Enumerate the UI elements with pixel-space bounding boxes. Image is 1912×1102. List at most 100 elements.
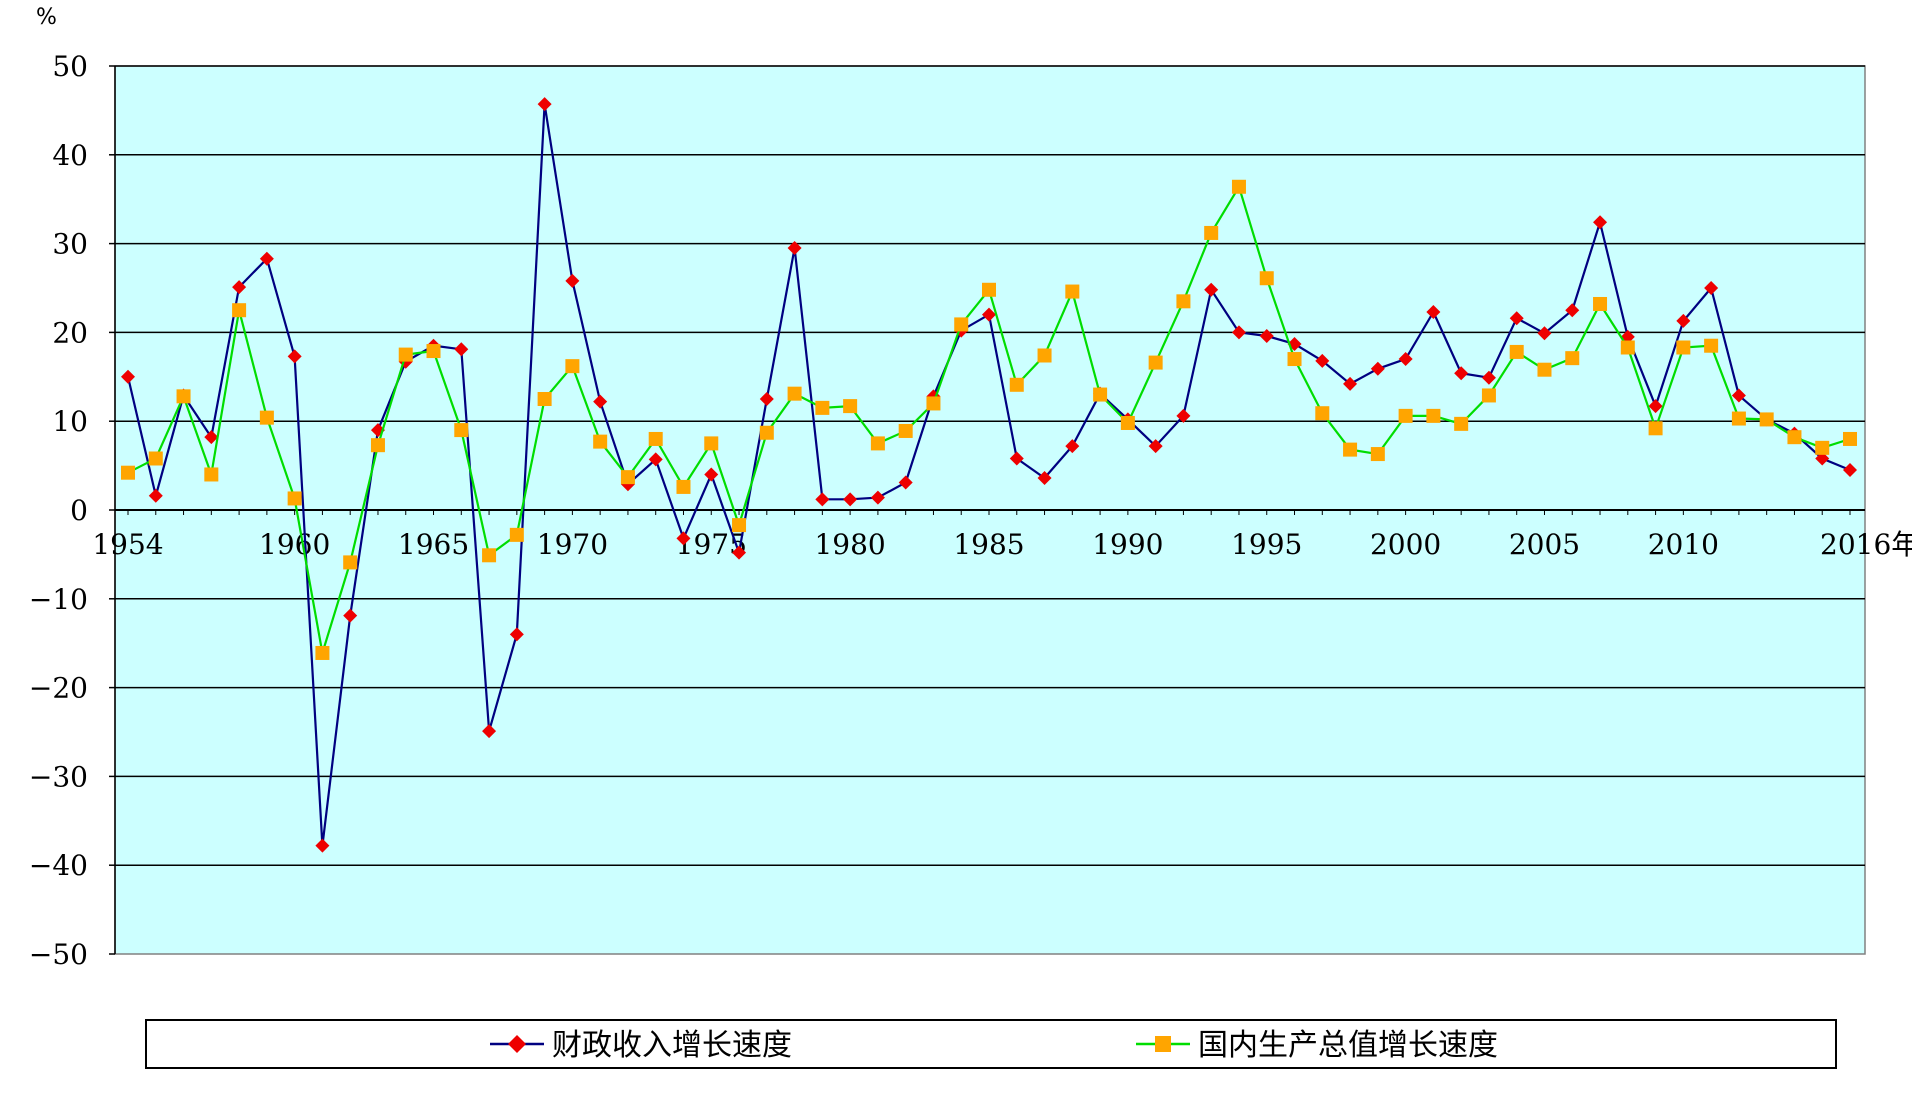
- y-tick-label: 50: [52, 50, 88, 83]
- data-point-revenue: [1648, 399, 1663, 414]
- data-point-gdp: [121, 465, 135, 480]
- data-point-revenue: [1065, 439, 1080, 454]
- data-point-revenue: [315, 838, 330, 853]
- data-point-gdp: [1093, 387, 1108, 402]
- data-point-revenue: [232, 280, 247, 295]
- y-tick-label: −50: [29, 938, 88, 971]
- data-point-gdp: [1759, 412, 1774, 427]
- legend-marker-revenue: [508, 1035, 526, 1053]
- data-point-gdp: [620, 470, 635, 485]
- data-point-gdp: [759, 425, 774, 440]
- data-point-gdp: [287, 491, 302, 506]
- data-point-gdp: [898, 423, 913, 438]
- legend: 财政收入增长速度 国内生产总值增长速度: [145, 1019, 1837, 1069]
- data-point-gdp: [1426, 408, 1441, 423]
- y-tick-label: −10: [29, 583, 88, 616]
- data-point-revenue: [1565, 303, 1580, 318]
- y-tick-label: −20: [29, 672, 88, 705]
- data-point-gdp: [1009, 377, 1024, 392]
- data-point-gdp: [982, 282, 996, 297]
- data-point-revenue: [870, 490, 885, 505]
- data-point-gdp: [1537, 362, 1552, 377]
- data-point-gdp: [676, 479, 691, 494]
- data-point-gdp: [259, 410, 274, 425]
- x-tick-label: 1990: [1092, 528, 1163, 561]
- data-point-gdp: [1287, 352, 1302, 367]
- x-tick-label: 1960: [259, 528, 330, 561]
- data-point-gdp: [232, 303, 247, 318]
- data-point-gdp: [1065, 284, 1080, 299]
- x-tick-label: 2005: [1509, 528, 1580, 561]
- data-point-revenue: [732, 545, 747, 560]
- data-point-gdp: [1370, 447, 1385, 462]
- data-point-revenue: [287, 349, 302, 364]
- data-point-gdp: [1259, 271, 1274, 286]
- data-point-gdp: [509, 527, 524, 542]
- legend-marker-gdp: [1155, 1036, 1171, 1052]
- data-point-revenue: [204, 430, 219, 445]
- data-point-gdp: [1620, 340, 1635, 355]
- x-tick-label: 1970: [537, 528, 608, 561]
- legend-label-revenue: 财政收入增长速度: [552, 1028, 792, 1063]
- data-point-revenue: [1426, 304, 1441, 319]
- data-point-gdp: [1120, 415, 1135, 430]
- data-point-gdp: [1148, 355, 1163, 370]
- data-point-gdp: [176, 389, 191, 404]
- data-point-gdp: [870, 436, 885, 451]
- data-point-gdp: [1509, 344, 1524, 359]
- data-point-revenue: [593, 394, 608, 409]
- data-point-gdp: [926, 396, 941, 411]
- series-layer: [121, 97, 1857, 853]
- data-point-revenue: [1315, 353, 1330, 368]
- data-point-gdp: [1231, 179, 1246, 194]
- data-point-gdp: [1593, 296, 1608, 311]
- data-point-revenue: [787, 241, 802, 256]
- data-point-gdp: [204, 467, 219, 482]
- data-point-gdp: [1176, 294, 1191, 309]
- data-point-revenue: [148, 488, 163, 503]
- data-point-revenue: [1731, 388, 1746, 403]
- y-tick-label: 10: [52, 405, 88, 438]
- data-point-gdp: [1037, 348, 1052, 363]
- data-point-gdp: [1676, 340, 1691, 355]
- data-point-gdp: [565, 359, 580, 374]
- data-point-gdp: [1398, 408, 1413, 423]
- data-point-revenue: [1176, 408, 1191, 423]
- data-point-gdp: [537, 392, 552, 406]
- data-point-gdp: [398, 347, 413, 362]
- legend-label-gdp: 国内生产总值增长速度: [1198, 1028, 1498, 1063]
- data-point-revenue: [1704, 281, 1719, 295]
- x-tick-label: 1995: [1231, 528, 1302, 561]
- data-point-gdp: [370, 438, 385, 453]
- data-point-revenue: [1009, 451, 1024, 466]
- unit-label: %: [36, 5, 57, 30]
- data-point-gdp: [1481, 388, 1496, 403]
- data-point-gdp: [343, 555, 358, 570]
- data-point-gdp: [648, 431, 663, 446]
- data-point-gdp: [1204, 225, 1219, 240]
- x-tick-label: 1965: [398, 528, 469, 561]
- x-tick-label: 1980: [814, 528, 885, 561]
- data-point-gdp: [1454, 416, 1469, 431]
- x-tick-label: 2016年: [1820, 528, 1912, 561]
- x-tick-label: 2000: [1370, 528, 1441, 561]
- data-point-gdp: [148, 451, 163, 466]
- x-tick-label: 2010: [1648, 528, 1719, 561]
- data-point-revenue: [1204, 282, 1219, 297]
- data-point-revenue: [1481, 370, 1496, 385]
- data-point-gdp: [704, 436, 719, 451]
- data-point-gdp: [787, 386, 802, 401]
- data-point-revenue: [454, 342, 469, 357]
- data-point-revenue: [1370, 361, 1385, 376]
- x-tick-label: 1985: [953, 528, 1024, 561]
- data-point-revenue: [1593, 215, 1608, 230]
- data-point-revenue: [1148, 439, 1163, 454]
- data-point-gdp: [482, 548, 497, 563]
- data-point-revenue: [676, 531, 691, 546]
- legend-box: [145, 1019, 1837, 1069]
- data-point-revenue: [704, 467, 719, 482]
- data-point-revenue: [509, 627, 524, 642]
- data-point-revenue: [1037, 471, 1052, 486]
- data-point-revenue: [815, 492, 830, 507]
- data-point-revenue: [1537, 326, 1552, 341]
